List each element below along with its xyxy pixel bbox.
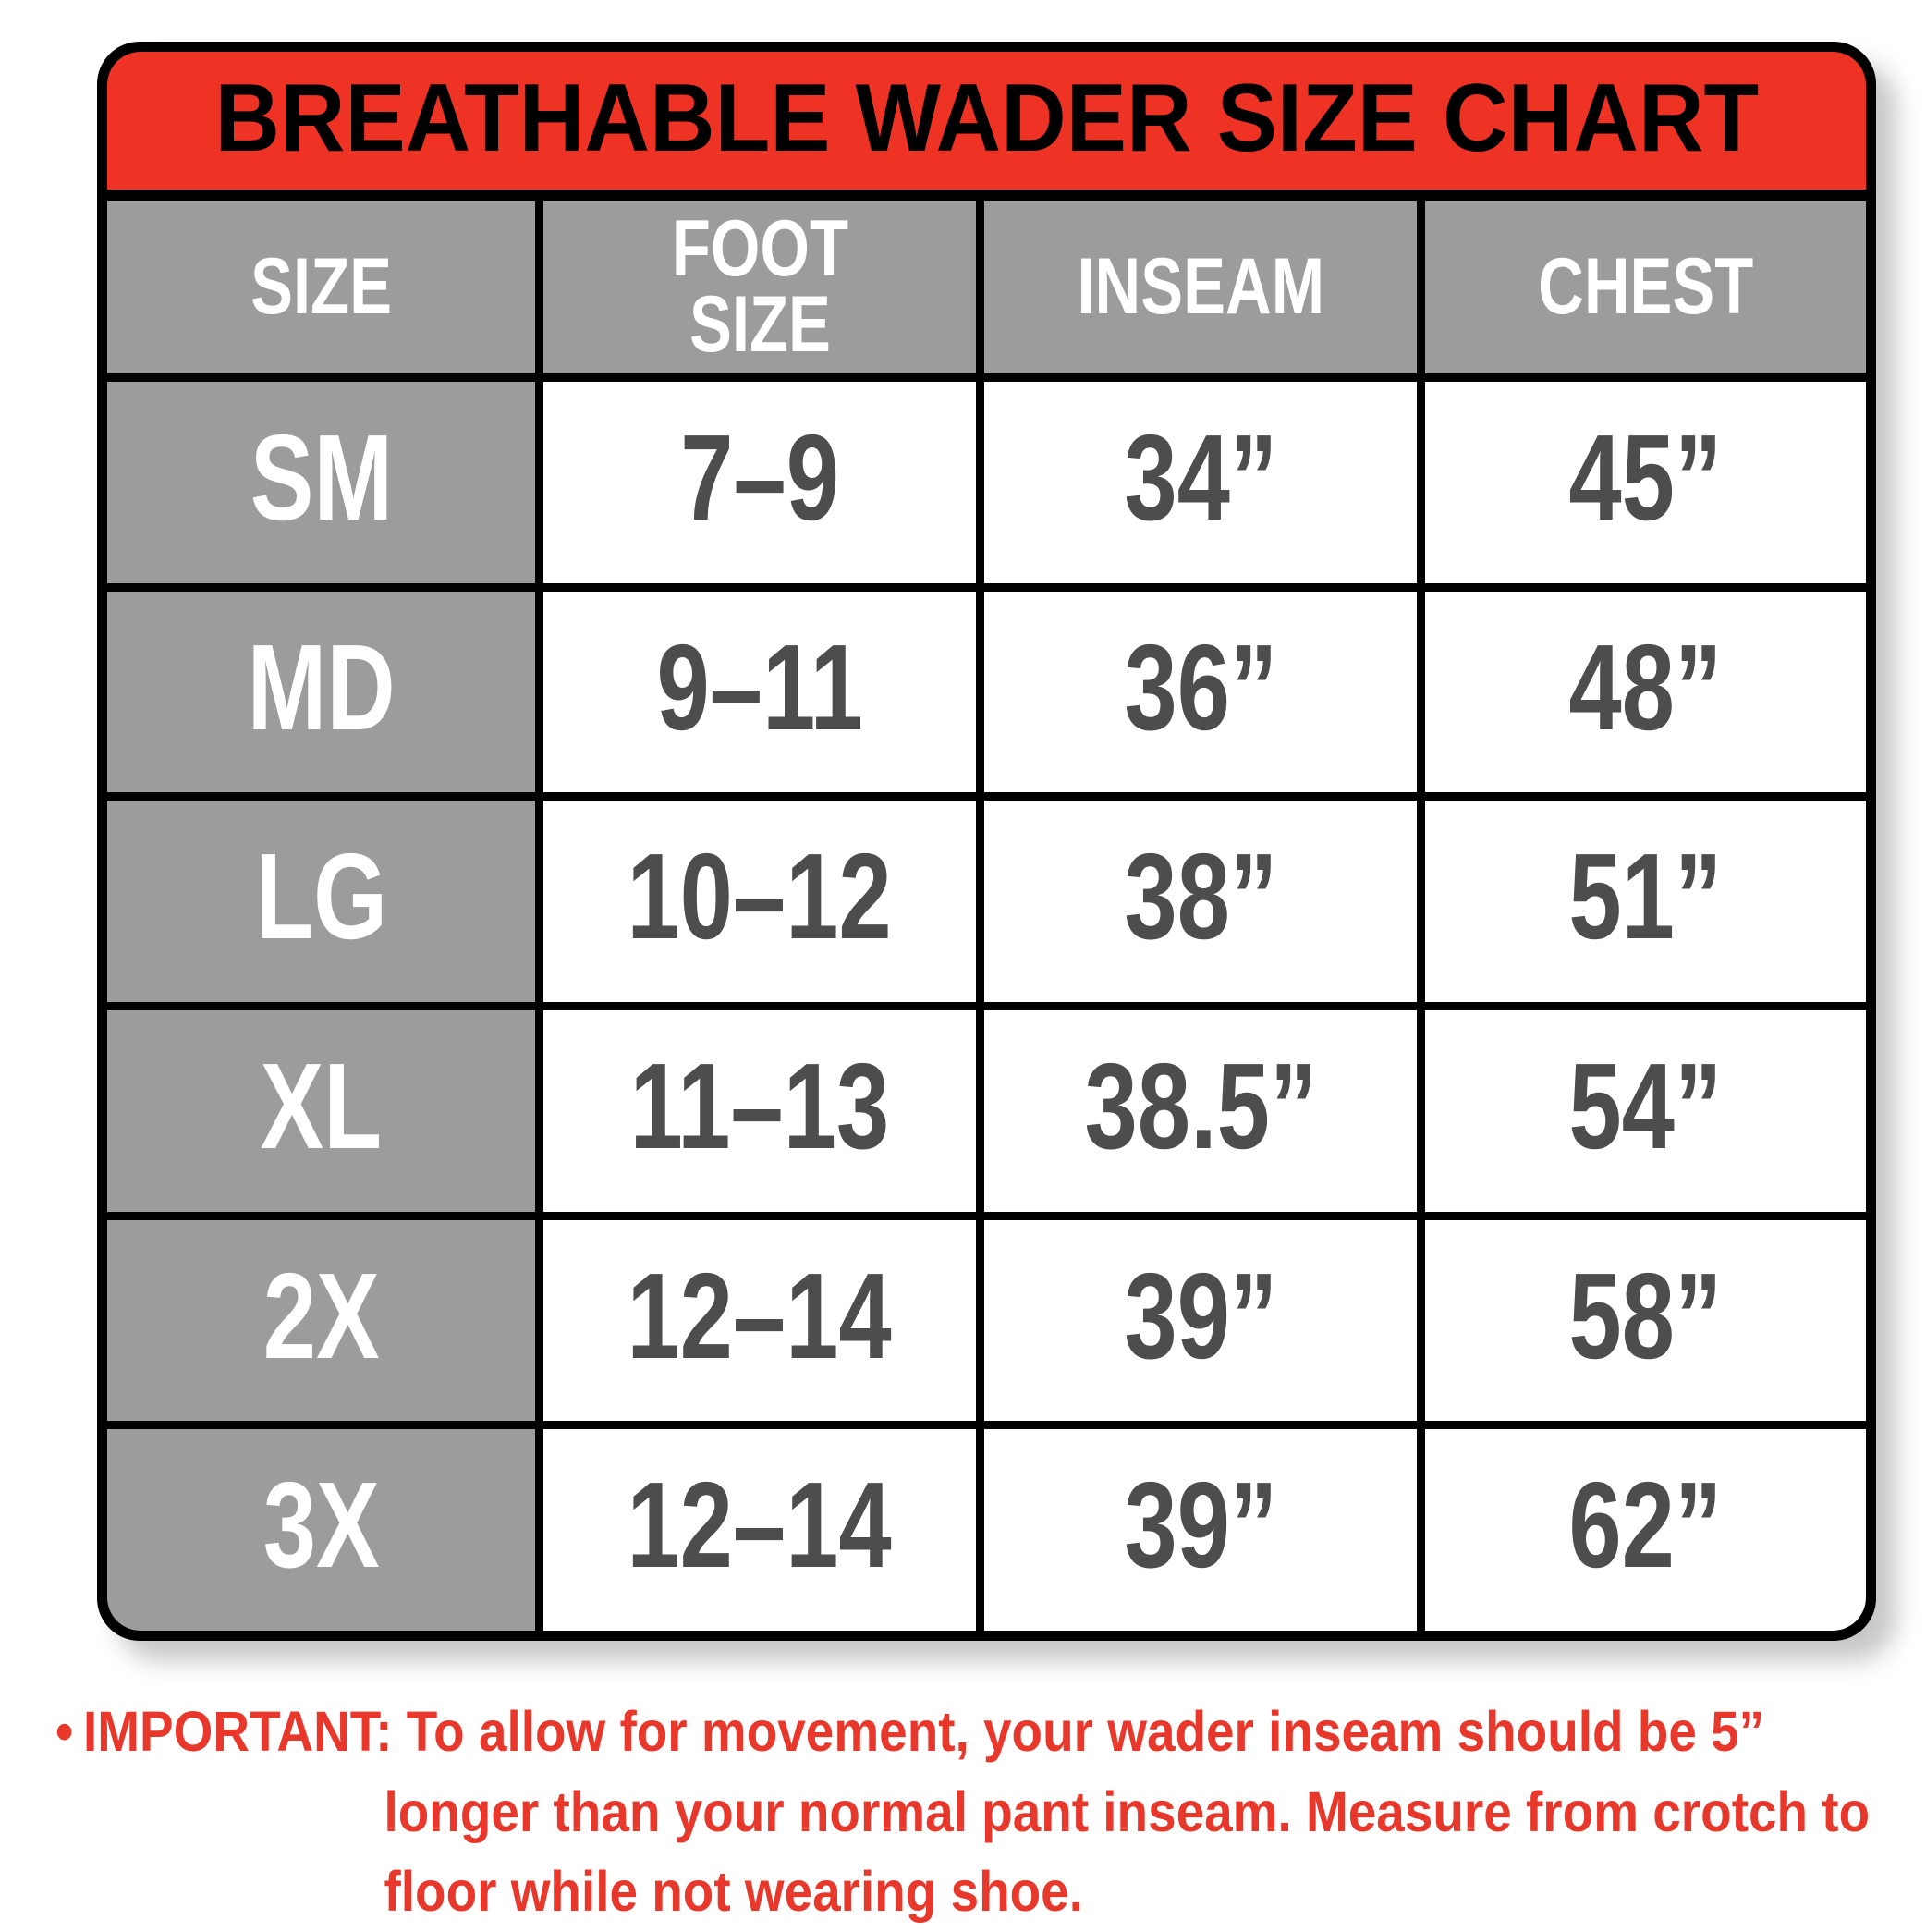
cell-chest-label: 48” bbox=[1568, 618, 1723, 755]
cell-chest: 51” bbox=[1425, 801, 1866, 1003]
cell-inseam: 34” bbox=[984, 382, 1417, 583]
cell-chest: 58” bbox=[1425, 1219, 1866, 1422]
cell-inseam: 36” bbox=[984, 591, 1417, 793]
cell-size-label: 2X bbox=[262, 1247, 380, 1384]
cell-chest: 62” bbox=[1425, 1429, 1866, 1632]
column-header-foot-size: FOOT SIZE bbox=[543, 201, 976, 373]
size-table: SIZE FOOT SIZE INSEAM CHEST SM 7–9 bbox=[107, 201, 1866, 1632]
cell-foot-size-label: 7–9 bbox=[680, 409, 839, 545]
cell-inseam-label: 38” bbox=[1123, 828, 1277, 965]
cell-inseam-label: 34” bbox=[1123, 409, 1277, 545]
cell-size: SM bbox=[107, 382, 535, 583]
column-header-inseam-label: INSEAM bbox=[1077, 241, 1324, 331]
cell-inseam-label: 39” bbox=[1123, 1457, 1277, 1594]
cell-foot-size: 10–12 bbox=[543, 801, 976, 1003]
footnote-line-1: • IMPORTANT: To allow for movement, your … bbox=[55, 1692, 1764, 1772]
cell-inseam: 38” bbox=[984, 801, 1417, 1003]
cell-chest-label: 62” bbox=[1568, 1457, 1723, 1594]
cell-size: LG bbox=[107, 801, 535, 1003]
footnote-line-3: floor while not wearing shoe. bbox=[384, 1860, 1083, 1924]
column-header-chest: CHEST bbox=[1425, 201, 1866, 373]
cell-size: MD bbox=[107, 591, 535, 793]
column-header-size: SIZE bbox=[107, 201, 535, 373]
cell-inseam-label: 38.5” bbox=[1084, 1037, 1317, 1174]
cell-inseam: 38.5” bbox=[984, 1010, 1417, 1212]
cell-size-label: LG bbox=[255, 828, 387, 965]
cell-foot-size: 7–9 bbox=[543, 382, 976, 583]
cell-size: 3X bbox=[107, 1429, 535, 1632]
cell-size-label: 3X bbox=[262, 1457, 380, 1594]
bullet-icon: • bbox=[55, 1700, 74, 1763]
cell-foot-size-label: 10–12 bbox=[627, 828, 893, 965]
column-header-chest-label: CHEST bbox=[1537, 241, 1754, 331]
table-row: 2X 12–14 39” 58” bbox=[107, 1219, 1866, 1422]
cell-foot-size: 12–14 bbox=[543, 1429, 976, 1632]
cell-chest: 45” bbox=[1425, 382, 1866, 583]
cell-foot-size: 11–13 bbox=[543, 1010, 976, 1212]
table-row: SM 7–9 34” 45” bbox=[107, 382, 1866, 583]
cell-inseam: 39” bbox=[984, 1219, 1417, 1422]
cell-foot-size: 12–14 bbox=[543, 1219, 976, 1422]
cell-chest-label: 51” bbox=[1568, 828, 1723, 965]
cell-foot-size-label: 12–14 bbox=[627, 1247, 893, 1384]
column-header-inseam: INSEAM bbox=[984, 201, 1417, 373]
column-header-size-label: SIZE bbox=[250, 241, 392, 331]
chart-title-banner: BREATHABLE WADER SIZE CHART bbox=[107, 52, 1866, 190]
cell-size-label: XL bbox=[260, 1037, 383, 1174]
footnote-line-2: longer than your normal pant inseam. Mea… bbox=[384, 1779, 1871, 1843]
footnote-line-1-text: IMPORTANT: To allow for movement, your w… bbox=[83, 1700, 1765, 1763]
table-row: XL 11–13 38.5” 54” bbox=[107, 1010, 1866, 1212]
cell-chest: 48” bbox=[1425, 591, 1866, 793]
cell-size: XL bbox=[107, 1010, 535, 1212]
column-header-foot-size-label: FOOT SIZE bbox=[671, 203, 848, 369]
cell-chest: 54” bbox=[1425, 1010, 1866, 1212]
cell-size-label: SM bbox=[250, 409, 393, 545]
important-footnote: • IMPORTANT: To allow for movement, your … bbox=[55, 1692, 1871, 1932]
cell-foot-size-label: 11–13 bbox=[629, 1037, 890, 1174]
cell-chest-label: 45” bbox=[1568, 409, 1723, 545]
cell-foot-size-label: 12–14 bbox=[627, 1457, 893, 1594]
page-title: BREATHABLE WADER SIZE CHART bbox=[214, 64, 1759, 172]
table-row: MD 9–11 36” 48” bbox=[107, 591, 1866, 793]
cell-size: 2X bbox=[107, 1219, 535, 1422]
size-chart-card: BREATHABLE WADER SIZE CHART SIZE FOOT SI… bbox=[97, 42, 1876, 1641]
cell-chest-label: 54” bbox=[1568, 1037, 1723, 1174]
table-row: LG 10–12 38” 51” bbox=[107, 801, 1866, 1003]
cell-inseam: 39” bbox=[984, 1429, 1417, 1632]
cell-chest-label: 58” bbox=[1568, 1247, 1723, 1384]
table-row: 3X 12–14 39” 62” bbox=[107, 1429, 1866, 1632]
cell-inseam-label: 39” bbox=[1123, 1247, 1277, 1384]
cell-foot-size: 9–11 bbox=[543, 591, 976, 793]
table-header-row: SIZE FOOT SIZE INSEAM CHEST bbox=[107, 201, 1866, 373]
cell-inseam-label: 36” bbox=[1123, 618, 1277, 755]
cell-size-label: MD bbox=[247, 618, 396, 755]
cell-foot-size-label: 9–11 bbox=[656, 618, 863, 755]
